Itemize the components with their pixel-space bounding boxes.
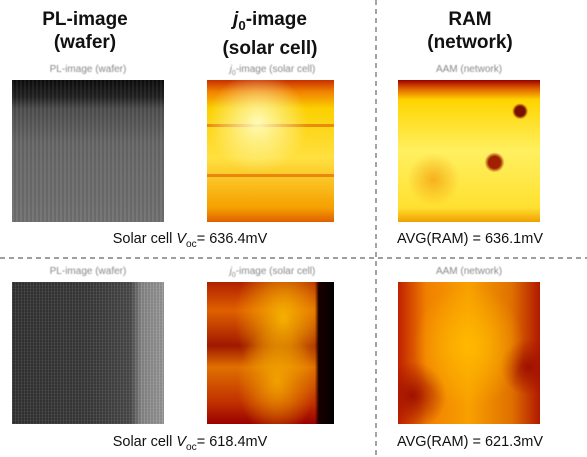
caption-var: V (176, 231, 186, 247)
image-label: j0-image (solar cell) (200, 266, 345, 279)
image-label: PL-image (wafer) (12, 266, 164, 277)
column-header: j0-image (solar cell) (190, 8, 350, 60)
j0-image (207, 80, 334, 222)
caption-text: Solar cell (113, 434, 177, 450)
header-line: PL-image (0, 8, 170, 31)
label-text: -image (solar cell) (236, 64, 315, 75)
pl-image (12, 282, 164, 424)
column-header: PL-image (wafer) (0, 8, 170, 54)
header-line: RAM (390, 8, 550, 31)
caption-sub: oc (186, 442, 197, 453)
header-line: (solar cell) (190, 37, 350, 60)
voc-caption: Solar cell Voc= 636.4mV (70, 231, 310, 250)
ram-caption: AVG(RAM) = 621.3mV (380, 434, 560, 450)
figure: {"headers":[ {"line1":"PL-image","line2"… (0, 0, 587, 457)
label-text: -image (solar cell) (236, 266, 315, 277)
header-text: -image (246, 9, 307, 30)
caption-value: = 618.4mV (197, 434, 268, 450)
image-label: AAM (network) (398, 64, 540, 75)
j0-image (207, 282, 334, 424)
image-label: j0-image (solar cell) (200, 64, 345, 77)
caption-sub: oc (186, 239, 197, 250)
caption-var: V (176, 434, 186, 450)
voc-caption: Solar cell Voc= 618.4mV (70, 434, 310, 453)
caption-value: = 636.4mV (197, 231, 268, 247)
ram-image (398, 282, 540, 424)
ram-image (398, 80, 540, 222)
ram-caption: AVG(RAM) = 636.1mV (380, 231, 560, 247)
header-line: (wafer) (0, 31, 170, 54)
pl-image (12, 80, 164, 222)
caption-text: Solar cell (113, 231, 177, 247)
image-label: AAM (network) (398, 266, 540, 277)
column-header: RAM (network) (390, 8, 550, 54)
header-sub: 0 (238, 18, 245, 33)
header-line: j0-image (190, 8, 350, 37)
image-label: PL-image (wafer) (12, 64, 164, 75)
header-line: (network) (390, 31, 550, 54)
